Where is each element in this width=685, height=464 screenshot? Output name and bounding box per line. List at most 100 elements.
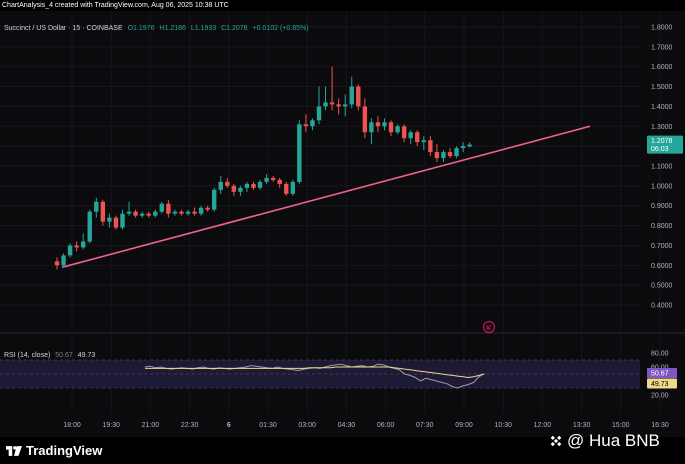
rsi-badge xyxy=(647,368,677,379)
candle xyxy=(94,197,99,218)
price-tick-label: 0.7000 xyxy=(651,243,673,250)
candle xyxy=(343,94,348,117)
candle-body xyxy=(454,148,459,157)
candle xyxy=(270,175,276,182)
candle xyxy=(231,183,237,196)
candle-body xyxy=(395,126,400,133)
candle xyxy=(297,120,302,184)
rsi-ma-badge xyxy=(647,378,677,389)
candle-body xyxy=(415,132,420,143)
candle-body xyxy=(159,203,164,212)
price-tick-label: 0.5000 xyxy=(651,283,673,290)
rsi-ma-value: 49.73 xyxy=(77,352,96,359)
rsi-level-lines xyxy=(0,359,640,389)
candle-body xyxy=(382,122,387,127)
open-value: O1.1976 xyxy=(127,25,155,32)
time-tick-label: 12:00 xyxy=(534,422,552,429)
footer-bar: TradingView xyxy=(0,437,685,464)
price-chart[interactable]: 1.8000 1.7000 1.6000 1.5000 1.4000 1.3000 1.20… xyxy=(0,11,685,437)
candle-body xyxy=(310,120,315,127)
candle-body xyxy=(401,126,407,139)
candle xyxy=(54,257,60,270)
candle-body xyxy=(81,241,86,248)
candle xyxy=(139,211,145,218)
candle-body xyxy=(369,122,374,133)
candle-body xyxy=(244,183,250,188)
candle-body xyxy=(251,183,256,188)
candle xyxy=(159,201,164,214)
time-tick-label: 13:30 xyxy=(573,422,591,429)
high-value: H1.2186 xyxy=(159,25,186,32)
candle-body xyxy=(356,86,361,107)
candle xyxy=(126,201,132,216)
candle xyxy=(67,243,73,258)
time-tick-label: 09:00 xyxy=(455,422,473,429)
candle xyxy=(388,120,394,137)
candle-body xyxy=(284,183,289,194)
candle xyxy=(238,185,243,196)
candle-body xyxy=(225,181,230,186)
candle xyxy=(74,241,79,252)
price-tick-label: 0.9000 xyxy=(651,203,673,210)
candle xyxy=(382,118,387,131)
candle xyxy=(356,84,361,111)
chart-area[interactable]: 1.8000 1.7000 1.6000 1.5000 1.4000 1.3000 1.20… xyxy=(0,11,685,437)
price-tick-label: 1.1000 xyxy=(651,164,673,171)
grid xyxy=(0,11,685,413)
candle xyxy=(428,136,433,157)
candle-body xyxy=(139,213,145,216)
candle-body xyxy=(179,211,184,214)
candle-body xyxy=(408,132,413,139)
candle xyxy=(421,136,426,151)
candle xyxy=(133,209,138,218)
candle xyxy=(375,116,381,133)
candle xyxy=(146,211,151,218)
time-tick-label: 19:30 xyxy=(102,422,120,429)
binance-icon xyxy=(550,435,562,447)
candle-body xyxy=(212,189,217,210)
candle-body xyxy=(270,177,276,180)
price-tick-label: 0.4000 xyxy=(651,303,673,310)
candle-body xyxy=(218,181,223,190)
candle-body xyxy=(87,211,92,242)
candle-body xyxy=(316,106,322,121)
candle-body xyxy=(434,152,440,159)
watermark-text: @ Hua BNB xyxy=(567,431,660,450)
candle-body xyxy=(264,177,269,182)
candle xyxy=(179,209,184,216)
candle xyxy=(185,209,191,216)
candle-body xyxy=(460,146,466,149)
candle-body xyxy=(362,106,368,133)
replay-icon[interactable] xyxy=(482,320,496,334)
candle-body xyxy=(297,124,302,182)
rsi-ma-line xyxy=(145,366,485,379)
time-tick-label: 04:30 xyxy=(338,422,356,429)
price-tick-label: 1.6000 xyxy=(651,64,673,71)
candle-body xyxy=(231,185,237,192)
candle xyxy=(441,150,446,163)
candle-body xyxy=(61,255,66,266)
candle xyxy=(415,130,420,147)
candle xyxy=(408,130,413,145)
candle xyxy=(447,148,453,159)
time-tick-label: 03:00 xyxy=(298,422,316,429)
candle xyxy=(192,207,197,216)
candle-body xyxy=(100,201,106,222)
close-value: C1.2078 xyxy=(221,25,248,32)
time-tick-label: 21:00 xyxy=(142,422,160,429)
rsi-tick-label: 80.00 xyxy=(651,351,669,358)
time-tick-label: 16:30 xyxy=(651,422,669,429)
time-tick-label: 06:00 xyxy=(377,422,395,429)
candle-body xyxy=(277,179,282,184)
candle-body xyxy=(113,217,119,228)
candle-body xyxy=(303,124,309,127)
rsi-ma-badge-value: 49.73 xyxy=(651,381,669,388)
change-value: +0.0102 (+0.85%) xyxy=(252,25,309,32)
candle xyxy=(395,124,400,135)
rsi-label: RSI (14, close) xyxy=(4,352,51,359)
candle-body xyxy=(467,144,472,147)
symbol-title: Succinct / US Dollar · 15 · COINBASE xyxy=(4,25,123,32)
tradingview-logo[interactable]: TradingView xyxy=(6,443,102,458)
time-tick-label: 01:30 xyxy=(259,422,277,429)
